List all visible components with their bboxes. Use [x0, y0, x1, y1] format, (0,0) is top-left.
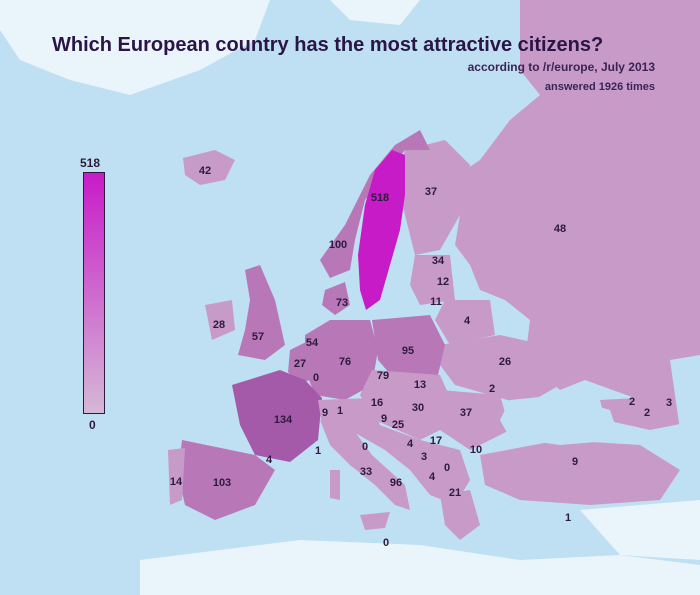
- land-turkey: [480, 440, 680, 505]
- value-label-slovenia: 9: [380, 413, 388, 425]
- value-label-austria: 16: [370, 397, 384, 409]
- value-label-estonia: 34: [431, 255, 445, 267]
- land-belarus: [435, 300, 495, 345]
- legend-min-label: 0: [89, 418, 96, 432]
- value-label-bulgaria: 10: [469, 444, 483, 456]
- value-label-andorra: 4: [265, 454, 273, 466]
- land-romania: [440, 390, 510, 450]
- value-label-denmark: 73: [335, 297, 349, 309]
- value-label-kosovo: 0: [443, 462, 451, 474]
- value-label-vatican: 96: [389, 477, 403, 489]
- value-label-russia: 48: [553, 223, 567, 235]
- value-label-lithuania: 11: [430, 296, 442, 308]
- value-label-poland: 95: [401, 345, 415, 357]
- map-title: Which European country has the most attr…: [52, 34, 604, 56]
- land-north-africa: [140, 540, 700, 595]
- land-russia: [450, 0, 700, 400]
- value-label-bosnia-and-herzegovina: 4: [406, 438, 414, 450]
- land-greece: [440, 490, 480, 540]
- land-finland: [398, 140, 470, 255]
- value-label-france: 134: [273, 414, 293, 426]
- land-italy: [320, 420, 410, 510]
- value-label-albania: 21: [448, 487, 462, 499]
- land-ireland: [205, 300, 235, 340]
- land-france: [232, 370, 322, 462]
- value-label-belgium: 27: [293, 358, 307, 370]
- land-spain: [178, 440, 275, 520]
- value-label-monaco: 1: [314, 445, 322, 457]
- value-label-italy: 33: [359, 466, 373, 478]
- value-label-liechtenstein: 1: [336, 405, 344, 417]
- land-denmark: [322, 282, 350, 315]
- legend-color-scale: [83, 172, 105, 414]
- land-middle-east: [580, 500, 700, 560]
- value-label-ireland: 28: [212, 319, 226, 331]
- value-label-turkey: 9: [571, 456, 579, 468]
- land-sweden: [358, 150, 405, 310]
- land-portugal: [168, 448, 185, 505]
- response-count: answered 1926 times: [544, 81, 655, 93]
- value-label-belarus: 4: [463, 315, 471, 327]
- sea-black: [500, 395, 620, 445]
- land-alps-balkans: [318, 398, 470, 505]
- value-label-san-marino: 0: [361, 441, 369, 453]
- land-baltics: [410, 255, 455, 305]
- value-label-latvia: 12: [436, 276, 450, 288]
- value-label-czech-republic: 79: [376, 370, 390, 382]
- value-label-netherlands: 54: [305, 337, 319, 349]
- land-norway: [320, 130, 430, 278]
- sea-caspian: [670, 355, 700, 440]
- value-label-hungary: 30: [411, 402, 425, 414]
- value-label-luxembourg: 0: [312, 372, 320, 384]
- value-label-armenia: 2: [643, 407, 651, 419]
- land-benelux: [288, 340, 318, 385]
- value-label-malta: 0: [382, 537, 390, 549]
- source-note: according to /r/europe, July 2013: [467, 60, 655, 74]
- value-label-slovakia: 13: [413, 379, 427, 391]
- land-poland: [372, 315, 445, 380]
- value-label-serbia: 17: [429, 435, 443, 447]
- value-label-finland: 37: [424, 186, 438, 198]
- value-label-moldova: 2: [488, 383, 496, 395]
- value-label-switzerland: 9: [321, 407, 329, 419]
- value-label-iceland: 42: [198, 165, 212, 177]
- value-label-united-kingdom: 57: [251, 331, 265, 343]
- land-germany: [305, 320, 378, 400]
- value-label-macedonia: 4: [428, 471, 436, 483]
- land-czech-slovakia-hungary: [360, 370, 460, 440]
- value-label-germany: 76: [338, 356, 352, 368]
- value-label-croatia: 25: [391, 419, 405, 431]
- land-ukraine: [440, 335, 560, 405]
- value-label-norway: 100: [328, 239, 348, 251]
- land-caucasus: [600, 395, 700, 430]
- legend-max-label: 518: [80, 156, 101, 170]
- land-britain: [238, 265, 285, 360]
- land-arctic-islands: [330, 0, 420, 25]
- value-label-romania: 37: [459, 407, 473, 419]
- land-sardinia: [330, 470, 340, 500]
- value-label-sweden: 518: [370, 192, 390, 204]
- value-label-portugal: 14: [169, 476, 183, 488]
- land-sicily: [360, 512, 390, 530]
- value-label-georgia: 2: [628, 396, 636, 408]
- value-label-ukraine: 26: [498, 356, 512, 368]
- value-label-azerbaijan: 3: [665, 397, 673, 409]
- value-label-greece: 1: [564, 512, 572, 524]
- land-iceland: [183, 150, 235, 185]
- value-label-montenegro: 3: [420, 451, 428, 463]
- value-label-spain: 103: [212, 477, 232, 489]
- land-greenland: [0, 0, 270, 95]
